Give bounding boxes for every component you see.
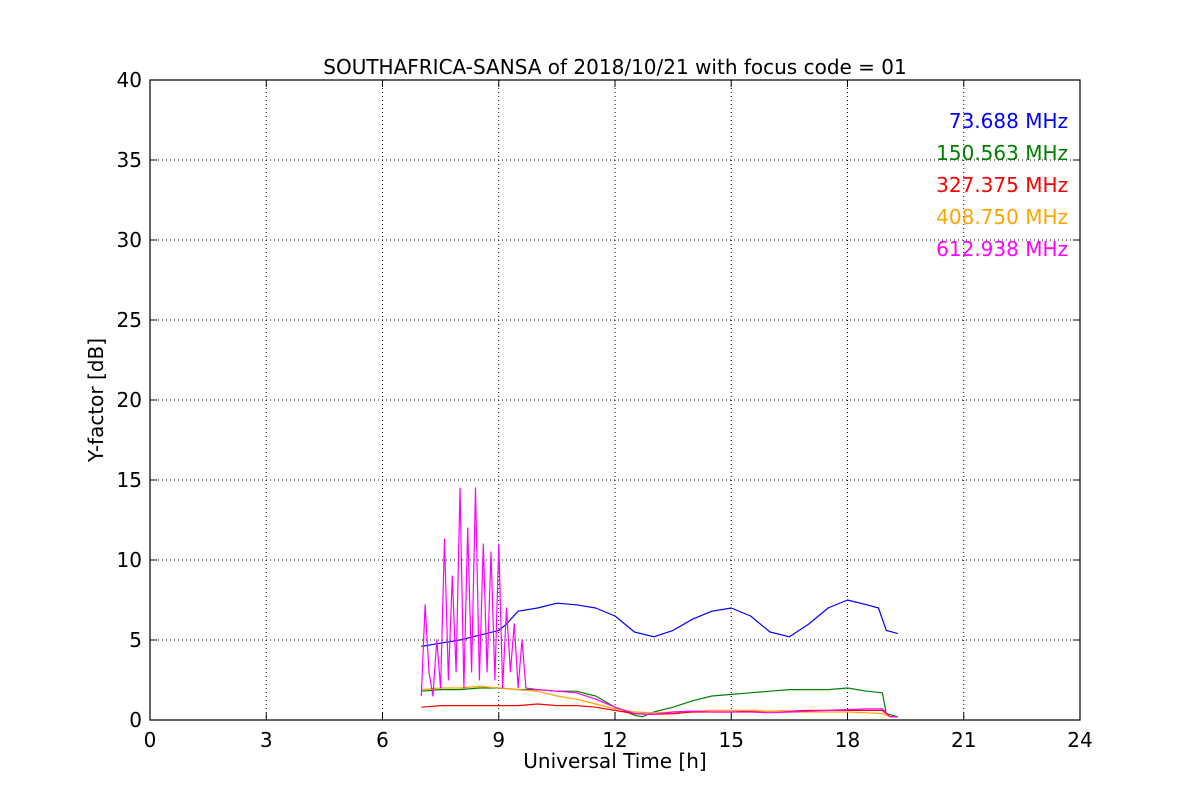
y-tick-label: 10 [117,548,142,572]
series-line-612-938-mhz [420,487,898,718]
y-tick-label: 30 [117,228,142,252]
series-line-73-688-mhz [421,599,899,647]
x-tick-label: 3 [260,728,273,752]
y-tick-label: 25 [117,308,142,332]
y-tick-label: 40 [117,68,142,92]
x-tick-label: 6 [376,728,389,752]
axis-ticks: 0 3 6 9 12 15 18 21 24 0 5 10 15 20 25 30 35 40 [117,68,1093,752]
legend-entry-408-750-mhz: 408.750 MHz [936,205,1068,229]
y-tick-label: 15 [117,468,142,492]
legend-entry-150-563-mhz: 150.563 MHz [936,141,1068,165]
chart-title: SOUTHAFRICA-SANSA of 2018/10/21 with foc… [323,55,907,79]
y-tick-label: 0 [129,708,142,732]
legend-entry-612-938-mhz: 612.938 MHz [936,237,1068,261]
legend: 73.688 MHz 150.563 MHz 327.375 MHz 408.750 … [936,109,1068,261]
x-tick-label: 0 [144,728,157,752]
x-tick-label: 21 [951,728,976,752]
x-tick-label: 18 [835,728,860,752]
y-tick-label: 20 [117,388,142,412]
legend-entry-327-375-mhz: 327.375 MHz [936,173,1068,197]
y-tick-label: 5 [129,628,142,652]
x-tick-label: 15 [719,728,744,752]
y-tick-label: 35 [117,148,142,172]
x-tick-label: 9 [492,728,505,752]
grid [150,80,1080,720]
x-axis-title: Universal Time [h] [523,749,706,773]
series-group [420,487,899,718]
legend-entry-73-688-mhz: 73.688 MHz [949,109,1068,133]
y-axis-title: Y-factor [dB] [84,338,108,463]
x-tick-label: 12 [602,728,627,752]
x-tick-label: 24 [1067,728,1092,752]
